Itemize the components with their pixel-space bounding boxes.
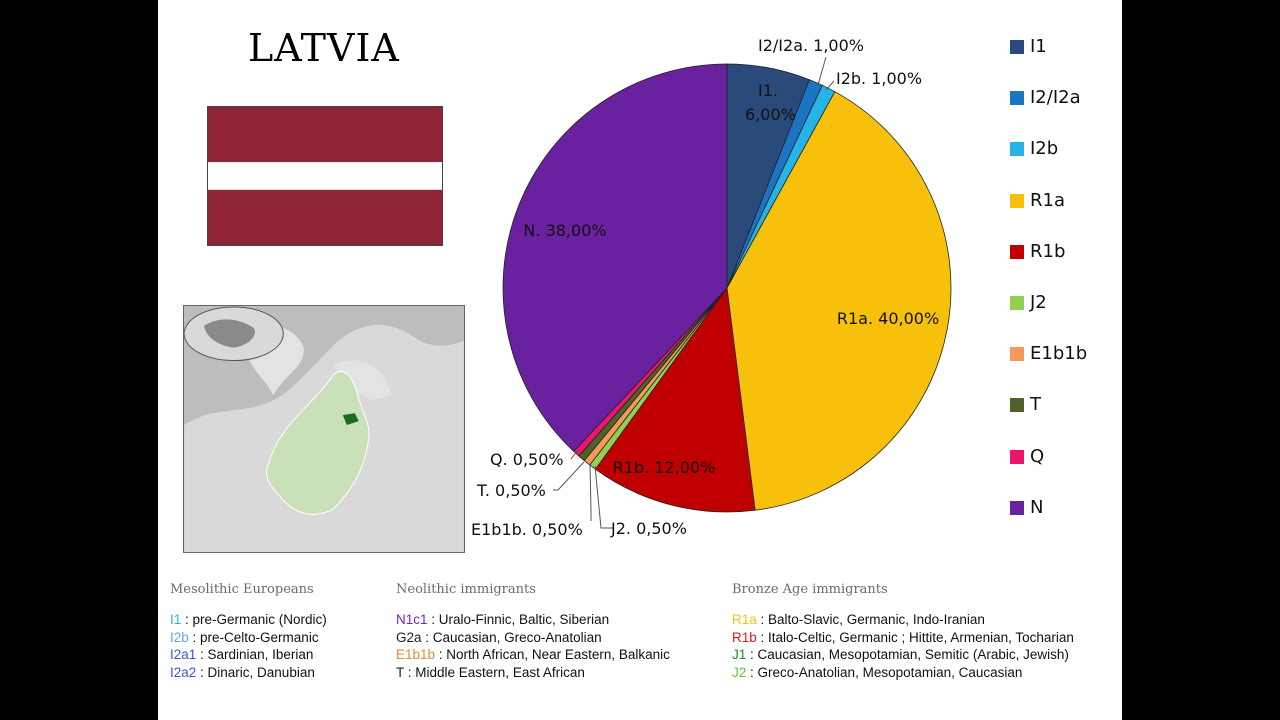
- notes-line: N1c1 : Uralo-Finnic, Baltic, Siberian: [396, 611, 670, 629]
- legend-label: E1b1b: [1030, 343, 1088, 365]
- pie-label-e1b1b-leader: [589, 464, 592, 521]
- haplogroup-code: T: [396, 664, 405, 680]
- pie-label-r1a: R1a. 40,00%: [837, 309, 939, 328]
- notes-neolithic: Neolithic immigrants N1c1 : Uralo-Finnic,…: [396, 582, 670, 681]
- pie-label-q: Q. 0,50%: [490, 450, 564, 469]
- haplogroup-code: I2b: [170, 629, 189, 645]
- legend-label: I1: [1030, 36, 1047, 57]
- pie-label-j2: J2. 0,50%: [610, 519, 687, 538]
- haplogroup-description: : Uralo-Finnic, Baltic, Siberian: [427, 612, 610, 627]
- notes-line: J1 : Caucasian, Mesopotamian, Semitic (A…: [732, 646, 1074, 664]
- legend-label: J2: [1030, 292, 1047, 313]
- notes-line: J2 : Greco-Anatolian, Mesopotamian, Cauc…: [732, 664, 1074, 682]
- pie-label-e1b1b: E1b1b. 0,50%: [471, 520, 583, 539]
- notes-line: T : Middle Eastern, East African: [396, 664, 670, 682]
- haplogroup-description: : North African, Near Eastern, Balkanic: [435, 647, 670, 662]
- pie-label-i1: I1. 6,00%: [745, 81, 796, 124]
- notes-line: I2b : pre-Celto-Germanic: [170, 629, 327, 647]
- pie-label-i2-i2a: I2/I2a. 1,00%: [758, 36, 864, 55]
- pie-label-i2b-leader: [825, 80, 835, 91]
- legend-swatch: [1010, 142, 1024, 157]
- legend-swatch: [1010, 193, 1024, 208]
- legend-label: R1b: [1030, 240, 1066, 262]
- legend-label: N: [1030, 496, 1044, 518]
- legend-swatch: [1010, 398, 1024, 413]
- pie-label-q-leader: [570, 449, 579, 460]
- legend-swatch: [1010, 244, 1024, 259]
- notes-line: I2a1 : Sardinian, Iberian: [170, 646, 327, 664]
- haplogroup-description: : pre-Celto-Germanic: [188, 629, 319, 645]
- legend-label: R1a: [1030, 189, 1065, 211]
- europe-locator-map: [183, 305, 465, 553]
- legend-label: Q: [1030, 445, 1045, 467]
- pie-slice-n: [502, 63, 728, 452]
- haplogroup-description: : Dinaric, Danubian: [196, 664, 315, 680]
- notes-line: I1 : pre-Germanic (Nordic): [170, 611, 327, 629]
- haplogroup-code: J1: [732, 647, 747, 662]
- haplogroup-description: : pre-Germanic (Nordic): [181, 612, 327, 627]
- pie-label-t-leader: [553, 461, 585, 491]
- legend-swatch: [1010, 91, 1024, 106]
- notes-heading: Mesolithic Europeans: [170, 582, 314, 597]
- haplogroup-code: R1a: [732, 612, 757, 627]
- legend-swatch: [1010, 347, 1024, 362]
- haplogroup-code: I2a1: [170, 647, 197, 662]
- pie-label-i2b: I2b. 1,00%: [836, 69, 922, 88]
- haplogroup-code: R1b: [732, 629, 757, 645]
- notes-heading: Bronze Age immigrants: [732, 582, 888, 597]
- haplogroup-description: : Sardinian, Iberian: [196, 647, 314, 662]
- legend-swatch: [1010, 296, 1024, 310]
- haplogroup-description: : Middle Eastern, East African: [404, 664, 585, 680]
- pie-label-t: T. 0,50%: [476, 481, 546, 500]
- pie-label-j2-leader: [594, 465, 613, 529]
- notes-line: G2a : Caucasian, Greco-Anatolian: [396, 629, 670, 647]
- haplogroup-description: : Italo-Celtic, Germanic ; Hittite, Arme…: [756, 629, 1074, 645]
- page-title: LATVIA: [248, 26, 400, 70]
- haplogroup-code: I1: [170, 612, 182, 627]
- legend-swatch: [1010, 40, 1024, 54]
- pie-slice-r1a: [726, 91, 952, 511]
- legend-swatch: [1010, 500, 1024, 515]
- legend-label: I2/I2a: [1030, 87, 1081, 109]
- haplogroup-code: J2: [732, 664, 747, 680]
- haplogroup-code: N1c1: [396, 612, 428, 627]
- haplogroup-description: : Balto-Slavic, Germanic, Indo-Iranian: [756, 612, 985, 627]
- notes-line: E1b1b : North African, Near Eastern, Bal…: [396, 646, 670, 664]
- notes-mesolithic: Mesolithic Europeans I1 : pre-Germanic (N…: [170, 582, 327, 681]
- notes-bronze: Bronze Age immigrants R1a : Balto-Slavic,…: [732, 582, 1074, 681]
- pie-label-r1b: R1b. 12,00%: [613, 458, 716, 477]
- pie-label-n: N. 38,00%: [523, 221, 606, 240]
- pie-label-i2-i2a-leader: [817, 56, 827, 86]
- haplogroup-code: I2a2: [170, 664, 197, 680]
- pie-slice-r1b: [594, 286, 756, 513]
- latvia-flag: [207, 106, 443, 246]
- notes-line: R1a : Balto-Slavic, Germanic, Indo-Irani…: [732, 611, 1074, 629]
- haplogroup-code: E1b1b: [396, 647, 436, 662]
- legend-label: T: [1030, 394, 1041, 416]
- pie-chart: I1. 6,00% I2/I2a. 1,00% I2b. 1,00% R1a. 40,0…: [471, 36, 952, 539]
- legend-label: I2b: [1030, 138, 1059, 160]
- notes-heading: Neolithic immigrants: [396, 582, 536, 597]
- haplogroup-description: : Caucasian, Greco-Anatolian: [421, 629, 602, 645]
- notes-line: I2a2 : Dinaric, Danubian: [170, 664, 327, 682]
- slide: LATVIA I1. 6,00% I2/I2a. 1,00% I2b. 1,00% R1…: [158, 0, 1122, 720]
- haplogroup-description: : Greco-Anatolian, Mesopotamian, Caucasi…: [746, 664, 1023, 680]
- haplogroup-code: G2a: [396, 629, 422, 645]
- notes-line: R1b : Italo-Celtic, Germanic ; Hittite, …: [732, 629, 1074, 647]
- haplogroup-description: : Caucasian, Mesopotamian, Semitic (Arab…: [746, 647, 1069, 662]
- legend-swatch: [1010, 449, 1024, 464]
